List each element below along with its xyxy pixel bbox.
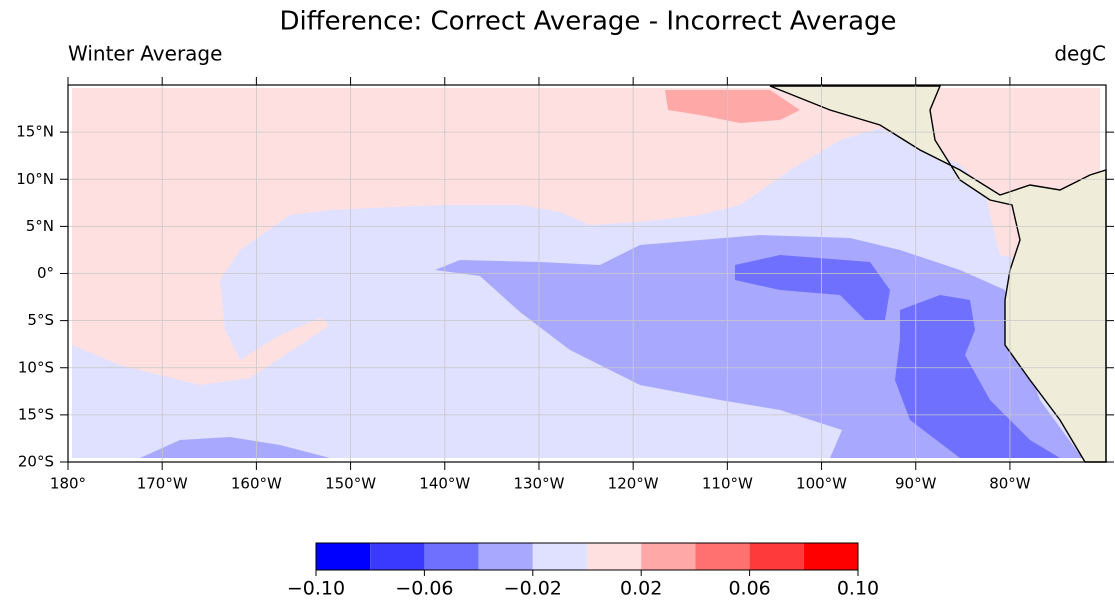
- x-tick-label: 120°W: [608, 475, 659, 493]
- axes: 180° 170°W 160°W 150°W 140°W 130°W 120°W 110°W 1…: [16, 77, 1114, 493]
- colorbar-box: [695, 543, 750, 570]
- colorbar-tick-label: 0.06: [728, 578, 770, 600]
- y-tick-label: 10°S: [18, 358, 54, 376]
- x-tick-label: 110°W: [702, 475, 753, 493]
- x-tick-label: 170°W: [137, 475, 188, 493]
- contour-region: [72, 88, 1100, 385]
- y-tick-label: 15°N: [16, 123, 54, 141]
- x-tick-label: 160°W: [231, 475, 282, 493]
- x-tick-label: 180°: [50, 475, 86, 493]
- colorbar-frame: [315, 542, 859, 571]
- colorbar-box: [749, 543, 804, 570]
- contour-region: [140, 437, 330, 458]
- y-tick-label: 10°N: [16, 170, 54, 188]
- colorbar-tick-label: 0.10: [837, 578, 879, 600]
- colorbar: −0.10 −0.06 −0.02 0.02 0.06 0.10: [287, 542, 879, 600]
- contour-region: [895, 295, 1060, 458]
- colorbar-box: [587, 543, 642, 570]
- y-tick-label: 15°S: [18, 405, 54, 423]
- colorbar-box: [803, 543, 858, 570]
- colorbar-tick-label: 0.02: [620, 578, 662, 600]
- title: Difference: Correct Average - Incorrect …: [279, 7, 896, 37]
- contour-region: [665, 90, 800, 123]
- x-tick-label: 150°W: [325, 475, 376, 493]
- x-tick-label: 80°W: [989, 475, 1031, 493]
- subtitle-left: Winter Average: [68, 42, 222, 66]
- colorbar-box: [370, 543, 425, 570]
- subtitle-right: degC: [1054, 42, 1106, 66]
- colorbar-box: [532, 543, 587, 570]
- colorbar-box: [424, 543, 479, 570]
- x-tick-label: 90°W: [895, 475, 937, 493]
- x-tick-label: 140°W: [419, 475, 470, 493]
- colorbar-box: [316, 543, 371, 570]
- y-tick-label: 0°: [37, 264, 54, 282]
- x-tick-label: 100°W: [796, 475, 847, 493]
- y-tick-label: 5°S: [27, 311, 54, 329]
- colorbar-tick-label: −0.06: [395, 578, 453, 600]
- y-tick-label: 5°N: [26, 217, 54, 235]
- colorbar-box: [478, 543, 533, 570]
- contour-region: [735, 255, 890, 320]
- x-tick-label: 130°W: [513, 475, 564, 493]
- contour-field: [72, 88, 1100, 458]
- y-tick-label: 20°S: [18, 453, 54, 471]
- colorbar-box: [641, 543, 696, 570]
- colorbar-tick-label: −0.02: [504, 578, 562, 600]
- colorbar-tick-label: −0.10: [287, 578, 345, 600]
